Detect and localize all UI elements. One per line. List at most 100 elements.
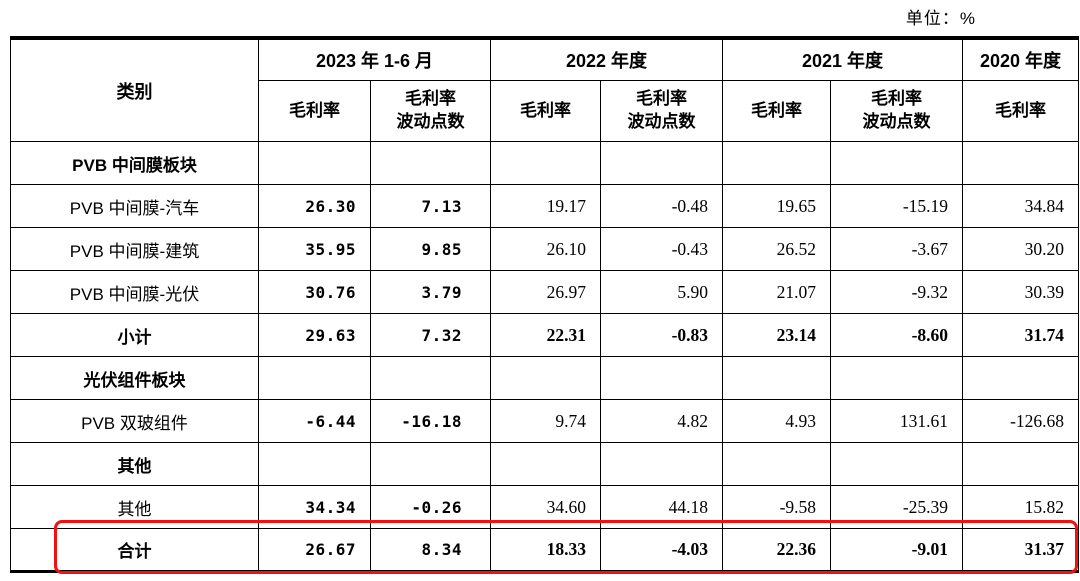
cell-value: 26.10 <box>490 227 601 271</box>
cell-value <box>722 442 832 486</box>
cell-value <box>258 356 371 400</box>
cell-value: 9.85 <box>370 227 491 271</box>
row-label: 其他 <box>10 485 259 529</box>
table-row: 其他 <box>10 442 1080 486</box>
cell-value: -4.03 <box>599 528 724 572</box>
cell-value: -0.48 <box>599 184 724 228</box>
cell-value: 23.14 <box>722 313 832 357</box>
cell-value: -25.39 <box>830 485 964 529</box>
cell-value: 8.34 <box>370 528 491 572</box>
cell-value: 4.93 <box>722 399 832 443</box>
cell-value <box>490 141 601 185</box>
cell-value: 26.97 <box>490 270 601 314</box>
cell-value: 22.31 <box>490 313 601 357</box>
col-header-2023-margin-change: 毛利率 波动点数 <box>370 80 491 142</box>
cell-value <box>599 141 724 185</box>
cell-value: 26.67 <box>258 528 371 572</box>
row-label: 小计 <box>10 313 259 357</box>
cell-value: -0.43 <box>599 227 724 271</box>
table-row: 合计 26.67 8.34 18.33 -4.03 22.36 -9.01 31.37 <box>10 528 1080 572</box>
col-header-period-2022: 2022 年度 <box>489 37 724 81</box>
col-header-period-2023: 2023 年 1-6 月 <box>258 37 491 81</box>
row-label: PVB 中间膜-汽车 <box>10 184 259 228</box>
cell-value: 29.63 <box>258 313 371 357</box>
cell-value: 4.82 <box>599 399 724 443</box>
cell-value: -9.01 <box>830 528 964 572</box>
col-header-2023-margin: 毛利率 <box>258 80 371 142</box>
cell-value: 34.84 <box>962 184 1080 228</box>
table-row: 光伏组件板块 <box>10 356 1080 400</box>
cell-value: 30.39 <box>962 270 1080 314</box>
col-header-2022-margin-change: 毛利率 波动点数 <box>599 80 724 142</box>
cell-value <box>258 141 371 185</box>
cell-value: 21.07 <box>722 270 832 314</box>
cell-value: 34.34 <box>258 485 371 529</box>
col-header-category: 类别 <box>10 37 259 142</box>
cell-value <box>490 356 601 400</box>
cell-value: 19.65 <box>722 184 832 228</box>
cell-value: 22.36 <box>722 528 832 572</box>
cell-value <box>722 141 832 185</box>
cell-value: 26.52 <box>722 227 832 271</box>
cell-value: 31.74 <box>962 313 1080 357</box>
row-label: 光伏组件板块 <box>10 356 259 400</box>
cell-value <box>490 442 601 486</box>
col-header-2022-margin: 毛利率 <box>490 80 601 142</box>
table-header: 类别 2023 年 1-6 月 2022 年度 2021 年度 2020 年度 … <box>10 37 1080 142</box>
table-row: 其他 34.34 -0.26 34.60 44.18 -9.58 -25.39 15.82 <box>10 485 1080 529</box>
table-row: PVB 中间膜-汽车 26.30 7.13 19.17 -0.48 19.65 -15.19… <box>10 184 1080 228</box>
cell-value <box>370 356 491 400</box>
cell-value: 7.32 <box>370 313 491 357</box>
table-row: PVB 中间膜-光伏 30.76 3.79 26.97 5.90 21.07 -9.32 30… <box>10 270 1080 314</box>
cell-value: -16.18 <box>370 399 491 443</box>
cell-value <box>722 356 832 400</box>
cell-value <box>599 356 724 400</box>
table-row: PVB 中间膜-建筑 35.95 9.85 26.10 -0.43 26.52 -3.67 3… <box>10 227 1080 271</box>
cell-value: -0.26 <box>370 485 491 529</box>
cell-value: -9.58 <box>722 485 832 529</box>
cell-value <box>830 442 964 486</box>
cell-value: -3.67 <box>830 227 964 271</box>
cell-value <box>370 141 491 185</box>
row-label: PVB 双玻组件 <box>10 399 259 443</box>
cell-value: 7.13 <box>370 184 491 228</box>
row-label: PVB 中间膜-光伏 <box>10 270 259 314</box>
col-header-2021-margin-change: 毛利率 波动点数 <box>830 80 964 142</box>
cell-value <box>962 141 1080 185</box>
gross-margin-table: 类别 2023 年 1-6 月 2022 年度 2021 年度 2020 年度 … <box>10 36 1080 573</box>
col-header-period-2020: 2020 年度 <box>962 37 1080 81</box>
cell-value <box>258 442 371 486</box>
row-label: PVB 中间膜-建筑 <box>10 227 259 271</box>
header-row-metrics: 毛利率 毛利率 波动点数 毛利率 毛利率 波动点数 毛利率 毛利率 波动点数 毛… <box>11 80 1080 142</box>
cell-value: 19.17 <box>490 184 601 228</box>
header-row-periods: 类别 2023 年 1-6 月 2022 年度 2021 年度 2020 年度 <box>10 37 1080 142</box>
col-header-period-2021: 2021 年度 <box>722 37 964 81</box>
cell-value: -126.68 <box>962 399 1080 443</box>
col-header-2020-margin: 毛利率 <box>962 80 1080 142</box>
cell-value: -9.32 <box>830 270 964 314</box>
cell-value <box>599 442 724 486</box>
cell-value <box>830 141 964 185</box>
row-label: 合计 <box>10 528 259 572</box>
cell-value: 26.30 <box>258 184 371 228</box>
cell-value: -0.83 <box>599 313 724 357</box>
row-label: 其他 <box>10 442 259 486</box>
cell-value: 9.74 <box>490 399 601 443</box>
cell-value: 5.90 <box>599 270 724 314</box>
cell-value: 34.60 <box>490 485 601 529</box>
cell-value: 31.37 <box>962 528 1080 572</box>
cell-value <box>962 442 1080 486</box>
cell-value: 18.33 <box>490 528 601 572</box>
unit-label: 单位：% <box>905 9 976 28</box>
table-row: PVB 双玻组件 -6.44 -16.18 9.74 4.82 4.93 131.61 -12… <box>10 399 1080 443</box>
row-label: PVB 中间膜板块 <box>10 141 259 185</box>
cell-value: -6.44 <box>258 399 371 443</box>
cell-value <box>962 356 1080 400</box>
cell-value: -15.19 <box>830 184 964 228</box>
cell-value <box>370 442 491 486</box>
table-body: PVB 中间膜板块 PVB 中间膜-汽车 26.30 7.13 19.17 -0.48 19… <box>10 141 1080 572</box>
table-row: 小计 29.63 7.32 22.31 -0.83 23.14 -8.60 31.74 <box>10 313 1080 357</box>
cell-value: 131.61 <box>830 399 964 443</box>
cell-value: 44.18 <box>599 485 724 529</box>
